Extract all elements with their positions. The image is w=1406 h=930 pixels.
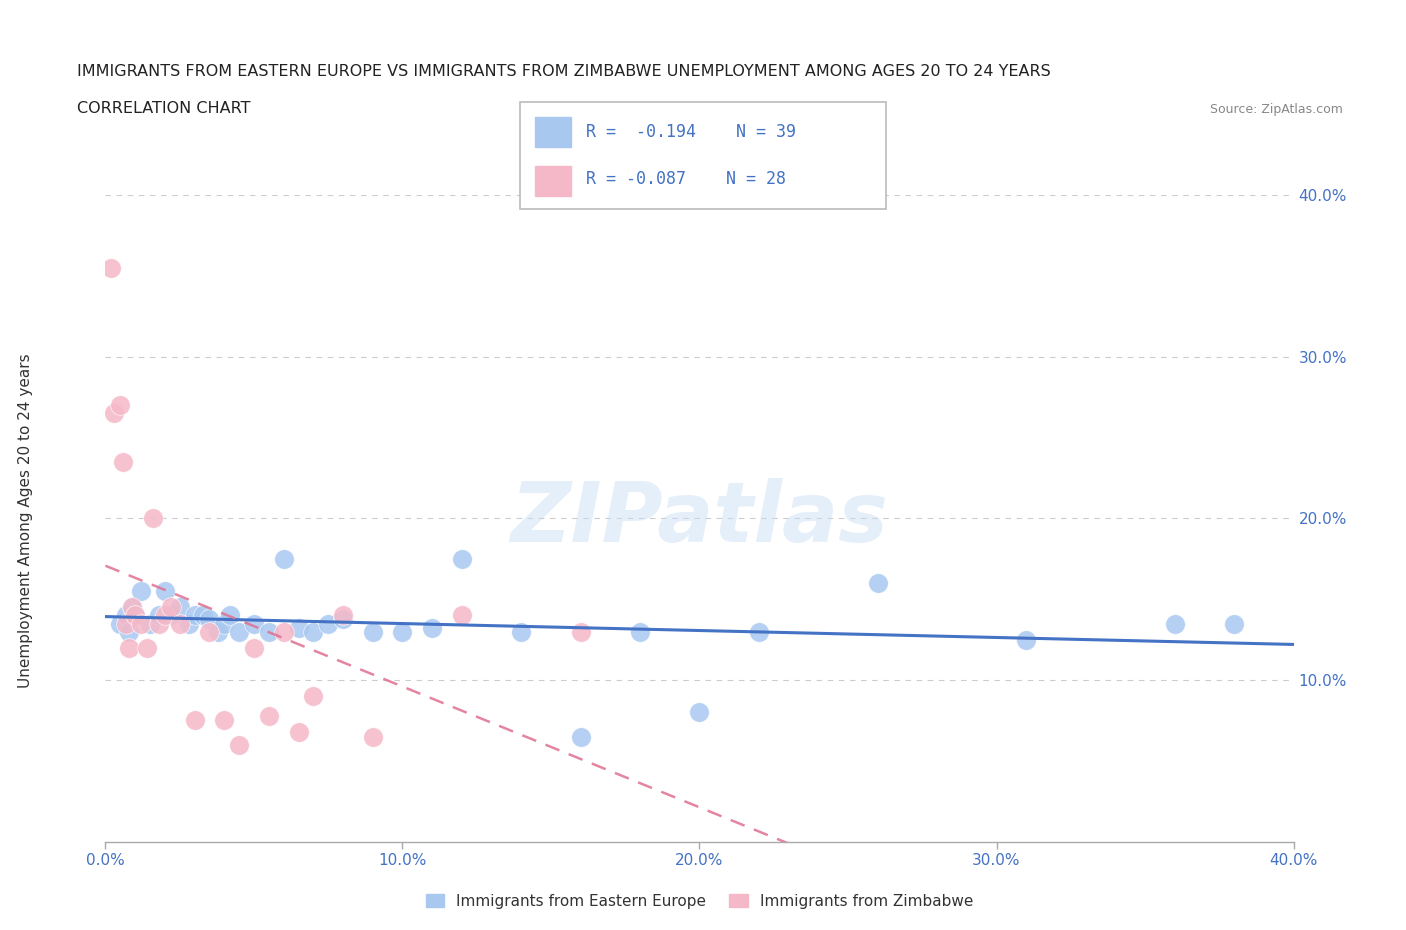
Point bbox=[420, 621, 443, 636]
Point bbox=[748, 624, 770, 639]
Bar bbox=[534, 117, 571, 147]
Point bbox=[243, 616, 266, 631]
Point bbox=[510, 624, 533, 639]
Bar bbox=[534, 166, 571, 196]
Point bbox=[159, 608, 181, 623]
Text: R = -0.087    N = 28: R = -0.087 N = 28 bbox=[586, 170, 786, 188]
Point bbox=[214, 616, 236, 631]
Point bbox=[628, 624, 651, 639]
Point bbox=[273, 624, 295, 639]
Point bbox=[302, 689, 325, 704]
Point bbox=[183, 713, 205, 728]
Point bbox=[124, 608, 146, 623]
Point bbox=[153, 608, 176, 623]
Point bbox=[159, 600, 181, 615]
Point bbox=[193, 608, 215, 623]
Point bbox=[450, 608, 472, 623]
Point bbox=[110, 398, 132, 413]
Point bbox=[228, 624, 250, 639]
Point bbox=[257, 708, 280, 723]
Point bbox=[115, 616, 138, 631]
Point bbox=[243, 641, 266, 656]
Legend: Immigrants from Eastern Europe, Immigrants from Zimbabwe: Immigrants from Eastern Europe, Immigran… bbox=[419, 887, 980, 915]
Point bbox=[169, 600, 191, 615]
Point bbox=[332, 611, 354, 626]
Point bbox=[148, 608, 170, 623]
Point bbox=[112, 455, 135, 470]
Point bbox=[198, 611, 221, 626]
Point bbox=[198, 624, 221, 639]
Point bbox=[136, 641, 159, 656]
Point bbox=[287, 724, 309, 739]
Point bbox=[121, 600, 143, 615]
Point bbox=[110, 616, 132, 631]
FancyBboxPatch shape bbox=[520, 102, 886, 209]
Point bbox=[361, 729, 384, 744]
Point bbox=[689, 705, 711, 720]
Point bbox=[219, 608, 242, 623]
Point bbox=[450, 551, 472, 566]
Point bbox=[214, 713, 236, 728]
Point bbox=[569, 624, 592, 639]
Point bbox=[118, 624, 141, 639]
Text: CORRELATION CHART: CORRELATION CHART bbox=[77, 101, 250, 116]
Text: ZIPatlas: ZIPatlas bbox=[510, 478, 889, 559]
Point bbox=[121, 600, 143, 615]
Point bbox=[169, 616, 191, 631]
Text: Unemployment Among Ages 20 to 24 years: Unemployment Among Ages 20 to 24 years bbox=[18, 353, 32, 688]
Point bbox=[129, 616, 152, 631]
Text: R =  -0.194    N = 39: R = -0.194 N = 39 bbox=[586, 124, 796, 141]
Point bbox=[207, 624, 229, 639]
Point bbox=[124, 608, 146, 623]
Point bbox=[332, 608, 354, 623]
Point bbox=[257, 624, 280, 639]
Point bbox=[1015, 632, 1038, 647]
Point bbox=[1223, 616, 1246, 631]
Point bbox=[118, 641, 141, 656]
Text: Source: ZipAtlas.com: Source: ZipAtlas.com bbox=[1209, 103, 1343, 116]
Point bbox=[569, 729, 592, 744]
Point bbox=[153, 584, 176, 599]
Point bbox=[302, 624, 325, 639]
Point bbox=[391, 624, 413, 639]
Point bbox=[100, 260, 122, 275]
Point bbox=[148, 616, 170, 631]
Point bbox=[866, 576, 889, 591]
Point bbox=[142, 512, 165, 526]
Point bbox=[316, 616, 339, 631]
Text: IMMIGRANTS FROM EASTERN EUROPE VS IMMIGRANTS FROM ZIMBABWE UNEMPLOYMENT AMONG AG: IMMIGRANTS FROM EASTERN EUROPE VS IMMIGR… bbox=[77, 64, 1052, 79]
Point bbox=[129, 584, 152, 599]
Point bbox=[103, 406, 125, 421]
Point bbox=[228, 737, 250, 752]
Point bbox=[177, 616, 200, 631]
Point bbox=[361, 624, 384, 639]
Point bbox=[139, 616, 162, 631]
Point bbox=[115, 608, 138, 623]
Point bbox=[273, 551, 295, 566]
Point bbox=[1164, 616, 1187, 631]
Point bbox=[287, 621, 309, 636]
Point bbox=[183, 608, 205, 623]
